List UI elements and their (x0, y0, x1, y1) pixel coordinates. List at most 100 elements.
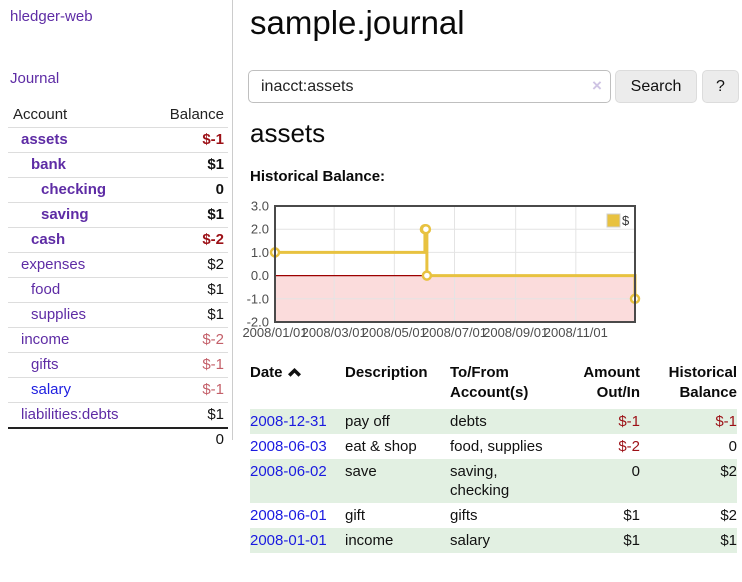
y-tick-label: -2.0 (247, 315, 269, 330)
transaction-date-link[interactable]: 2008-12-31 (250, 413, 327, 430)
account-balance: $-2 (202, 231, 224, 248)
chart-canvas: 3.0 2.0 1.0 0.0 -1.0 -2.02008/01/012008/03/01… (242, 200, 641, 340)
search-input[interactable] (248, 70, 611, 103)
y-tick-label: -1.0 (247, 291, 269, 306)
help-button[interactable]: ? (702, 70, 739, 103)
y-tick-label: 2.0 (251, 222, 269, 237)
chart-heading: Historical Balance: (250, 168, 386, 185)
plot-border (274, 205, 636, 323)
account-row: gifts $-1 (8, 352, 228, 377)
account-link[interactable]: assets (21, 131, 68, 148)
account-balance: $-1 (202, 131, 224, 148)
register-row: 2008-06-01 gift gifts $1 $2 (250, 503, 737, 528)
transaction-description-cell: save (345, 463, 377, 480)
column-header-balance: Historical Balance (668, 364, 737, 401)
legend-swatch (606, 213, 621, 228)
transaction-amount-cell: $1 (623, 507, 640, 524)
transaction-amount-cell: $-1 (618, 413, 640, 430)
historical-balance-chart: 3.0 2.0 1.0 0.0 -1.0 -2.0 2008/01/01 2008/03/01… (240, 200, 742, 348)
account-row: expenses $2 (8, 252, 228, 277)
y-tick-label: 3.0 (251, 200, 269, 214)
sidebar: hledger-web Journal Account Balance asse… (0, 0, 233, 448)
transaction-date-cell: 2008-06-03 (250, 434, 345, 459)
transaction-amount-cell: $-2 (618, 438, 640, 455)
account-row: assets $-1 (8, 127, 228, 152)
app-brand-link[interactable]: hledger-web (10, 8, 93, 25)
account-heading: assets (250, 118, 326, 148)
transaction-description-cell: pay off (345, 413, 390, 430)
transaction-date-link[interactable]: 2008-01-01 (250, 532, 327, 549)
account-balance: 0 (215, 181, 224, 198)
account-row: liabilities:debts $1 (8, 402, 228, 427)
transaction-balance-cell: $1 (720, 532, 737, 549)
transaction-accounts-cell: gifts (450, 507, 478, 524)
transaction-balance-cell: $2 (720, 507, 737, 524)
transaction-amount-cell: $1 (623, 532, 640, 549)
x-tick-label: 2008/03/01 (302, 325, 367, 340)
account-row: income $-2 (8, 327, 228, 352)
x-tick-label: 2008/07/01 (422, 325, 487, 340)
transaction-date-link[interactable]: 2008-06-03 (250, 438, 327, 455)
clear-search-icon[interactable]: × (592, 76, 602, 95)
account-link[interactable]: cash (31, 231, 66, 248)
column-header-date[interactable]: Date (250, 361, 345, 409)
sidebar-item-journal[interactable]: Journal (10, 70, 60, 87)
register-row: 2008-06-03 eat & shop food, supplies $-2 0 (250, 434, 737, 459)
search-button[interactable]: Search (615, 70, 697, 103)
sort-ascending-icon (287, 363, 301, 383)
account-link[interactable]: gifts (31, 356, 59, 373)
account-balance: $-2 (202, 331, 224, 348)
account-link[interactable]: expenses (21, 256, 86, 273)
account-balance: $-1 (202, 381, 224, 398)
register-row: 2008-12-31 pay off debts $-1 $-1 (250, 409, 737, 434)
account-balance: $1 (207, 281, 224, 298)
account-balance: $1 (207, 156, 224, 173)
accounts-tree-table: Account Balance assets $-1 bank $1 checking 0… (8, 102, 228, 451)
register-table: Date Description To/From Account(s) Amou… (250, 361, 737, 553)
x-tick-label: 2008/01/01 (242, 325, 307, 340)
account-link[interactable]: liabilities:debts (21, 406, 119, 423)
transaction-description-cell: eat & shop (345, 438, 417, 455)
account-link[interactable]: saving (41, 206, 89, 223)
register-header-row: Date Description To/From Account(s) Amou… (250, 361, 737, 409)
account-row: cash $-2 (8, 227, 228, 252)
transaction-date-cell: 2008-06-02 (250, 459, 345, 503)
balance-column-header: Balance (169, 106, 224, 123)
page-title: sample.journal (250, 4, 465, 41)
account-tree: assets $-1 bank $1 checking 0 saving $1 cash $-2 e… (8, 127, 228, 427)
transaction-date-cell: 2008-12-31 (250, 409, 345, 434)
account-row: salary $-1 (8, 377, 228, 402)
transaction-date-link[interactable]: 2008-06-02 (250, 463, 327, 480)
transaction-accounts-cell: debts (450, 413, 487, 430)
account-balance: $1 (207, 206, 224, 223)
account-balance: $1 (207, 306, 224, 323)
account-link[interactable]: food (31, 281, 61, 298)
account-row: food $1 (8, 277, 228, 302)
transaction-amount-cell: 0 (631, 463, 640, 480)
transaction-balance-cell: $2 (720, 463, 737, 480)
transaction-description-cell: income (345, 532, 394, 549)
x-tick-label: 2008/05/01 (362, 325, 427, 340)
account-link[interactable]: bank (31, 156, 67, 173)
account-link[interactable]: checking (41, 181, 107, 198)
column-header-description: Description (345, 364, 428, 381)
transaction-accounts-cell: saving, checking (450, 463, 510, 499)
transaction-date-cell: 2008-06-01 (250, 503, 345, 528)
column-header-accounts: To/From Account(s) (450, 364, 529, 401)
transaction-date-link[interactable]: 2008-06-01 (250, 507, 327, 524)
data-point-marker (421, 270, 433, 281)
transaction-description-cell: gift (345, 507, 366, 524)
account-link[interactable]: supplies (31, 306, 87, 323)
account-balance: $2 (207, 256, 224, 273)
transaction-balance-cell: 0 (728, 438, 737, 455)
account-link[interactable]: salary (31, 381, 72, 398)
account-column-header: Account (13, 106, 68, 123)
account-link[interactable]: income (21, 331, 70, 348)
register-row: 2008-06-02 save saving, checking 0 $2 (250, 459, 737, 503)
account-row: bank $1 (8, 152, 228, 177)
x-tick-label: 2008/11/01 (544, 325, 608, 340)
account-row: supplies $1 (8, 302, 228, 327)
register-row: 2008-01-01 income salary $1 $1 (250, 528, 737, 553)
y-tick-label: 0.0 (251, 268, 269, 283)
accounts-total: 0 (8, 427, 228, 451)
